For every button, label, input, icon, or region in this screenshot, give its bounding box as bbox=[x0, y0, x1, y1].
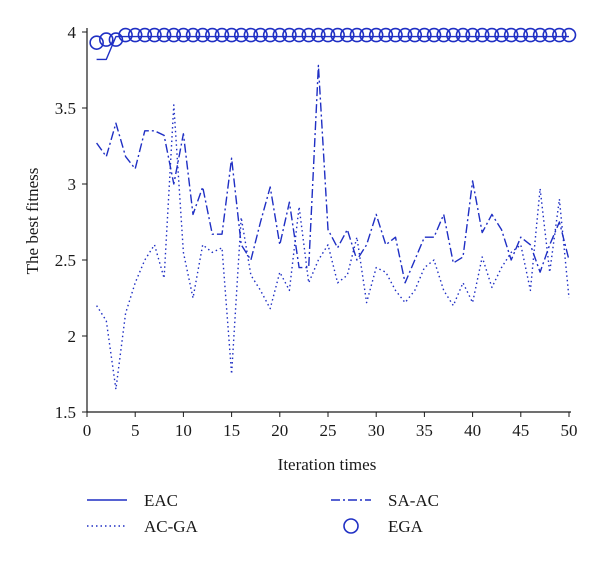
series-sa-ac-line bbox=[96, 64, 570, 284]
series-ega-point bbox=[484, 27, 500, 43]
series-ega-point bbox=[272, 27, 288, 43]
legend-eac-label: EAC bbox=[144, 491, 178, 510]
series-ega-point bbox=[407, 27, 423, 43]
legend: EAC AC-GA SA-AC EGA bbox=[87, 491, 439, 536]
series-ega-point bbox=[388, 27, 403, 43]
series-ega-point bbox=[176, 27, 191, 43]
x-tick-label: 50 bbox=[561, 421, 578, 440]
legend-ega-label: EGA bbox=[388, 517, 424, 536]
series-ega-point bbox=[561, 27, 577, 43]
series-ega-point bbox=[378, 27, 394, 43]
series-ega-point bbox=[147, 27, 162, 43]
series-ega-point bbox=[282, 27, 297, 43]
y-tick-label: 1.5 bbox=[55, 403, 76, 422]
x-tick-label: 15 bbox=[223, 421, 240, 440]
series-ega-point bbox=[513, 27, 529, 43]
series-ega-point bbox=[552, 27, 567, 43]
series-ega-point bbox=[397, 27, 413, 43]
series-ega-point bbox=[243, 27, 259, 43]
series-ega-point bbox=[253, 27, 268, 43]
legend-ega-symbol bbox=[343, 518, 359, 534]
legend-sa-ac-label: SA-AC bbox=[388, 491, 439, 510]
series-ega-point bbox=[349, 27, 365, 43]
series-ega-point bbox=[233, 27, 249, 43]
series-ega-point bbox=[89, 35, 104, 50]
series-ega-point bbox=[494, 27, 509, 43]
x-tick-label: 0 bbox=[83, 421, 92, 440]
series-ega-point bbox=[330, 27, 345, 43]
series-ega-point bbox=[137, 27, 153, 43]
series-ega-point bbox=[262, 27, 278, 43]
y-tick-label: 4 bbox=[68, 23, 77, 42]
x-tick-label: 5 bbox=[131, 421, 140, 440]
series-ega-point bbox=[108, 32, 124, 47]
series-ega-point bbox=[214, 27, 230, 43]
x-tick-label: 45 bbox=[512, 421, 529, 440]
series-ega-point bbox=[503, 27, 519, 43]
series-ega-point bbox=[465, 27, 480, 43]
y-axis-title: The best fitness bbox=[23, 168, 42, 275]
x-axis-title: Iteration times bbox=[278, 455, 377, 474]
series-ega-point bbox=[426, 27, 442, 43]
series-ac-ga-line bbox=[96, 104, 570, 390]
series-ega-point bbox=[127, 27, 143, 43]
series-ega-point bbox=[118, 27, 133, 43]
series-ega-point bbox=[523, 27, 538, 43]
y-tick-label: 2 bbox=[68, 327, 77, 346]
series-ega-point bbox=[359, 27, 374, 43]
series-ega-point bbox=[320, 27, 336, 43]
series-ega-point bbox=[98, 32, 114, 47]
series-ega-point bbox=[205, 27, 220, 43]
y-tick-label: 3 bbox=[68, 175, 77, 194]
plot-area bbox=[89, 27, 577, 390]
x-tick-label: 25 bbox=[320, 421, 337, 440]
series-ega-point bbox=[291, 27, 307, 43]
series-ega-point bbox=[474, 27, 490, 43]
x-tick-label: 20 bbox=[271, 421, 288, 440]
series-ega-point bbox=[311, 27, 326, 43]
series-ega-point bbox=[542, 27, 558, 43]
series-ega-point bbox=[532, 27, 548, 43]
legend-ac-ga-label: AC-GA bbox=[144, 517, 199, 536]
series-ega-point bbox=[446, 27, 461, 43]
series-ega-point bbox=[436, 27, 451, 43]
x-tick-label: 35 bbox=[416, 421, 433, 440]
series-ega-point bbox=[301, 27, 317, 43]
series-ega-point bbox=[224, 27, 239, 43]
series-ega-point bbox=[339, 27, 355, 43]
series-ega-point bbox=[417, 27, 432, 43]
x-tick-label: 30 bbox=[368, 421, 385, 440]
series-ega-point bbox=[195, 27, 210, 43]
y-tick-label: 3.5 bbox=[55, 99, 76, 118]
series-ega-point bbox=[455, 27, 471, 43]
x-tick-label: 10 bbox=[175, 421, 192, 440]
series-ega-point bbox=[156, 27, 172, 43]
x-tick-label: 40 bbox=[464, 421, 481, 440]
axes: 0 5 10 15 20 25 30 35 40 45 50 1.5 2 2.5 3 3.5 4 bbox=[55, 23, 578, 440]
series-eac-line bbox=[96, 35, 569, 61]
series-ega-point bbox=[185, 27, 201, 43]
y-tick-label: 2.5 bbox=[55, 251, 76, 270]
series-ega-point bbox=[368, 27, 384, 43]
series-ega-point bbox=[166, 27, 182, 43]
